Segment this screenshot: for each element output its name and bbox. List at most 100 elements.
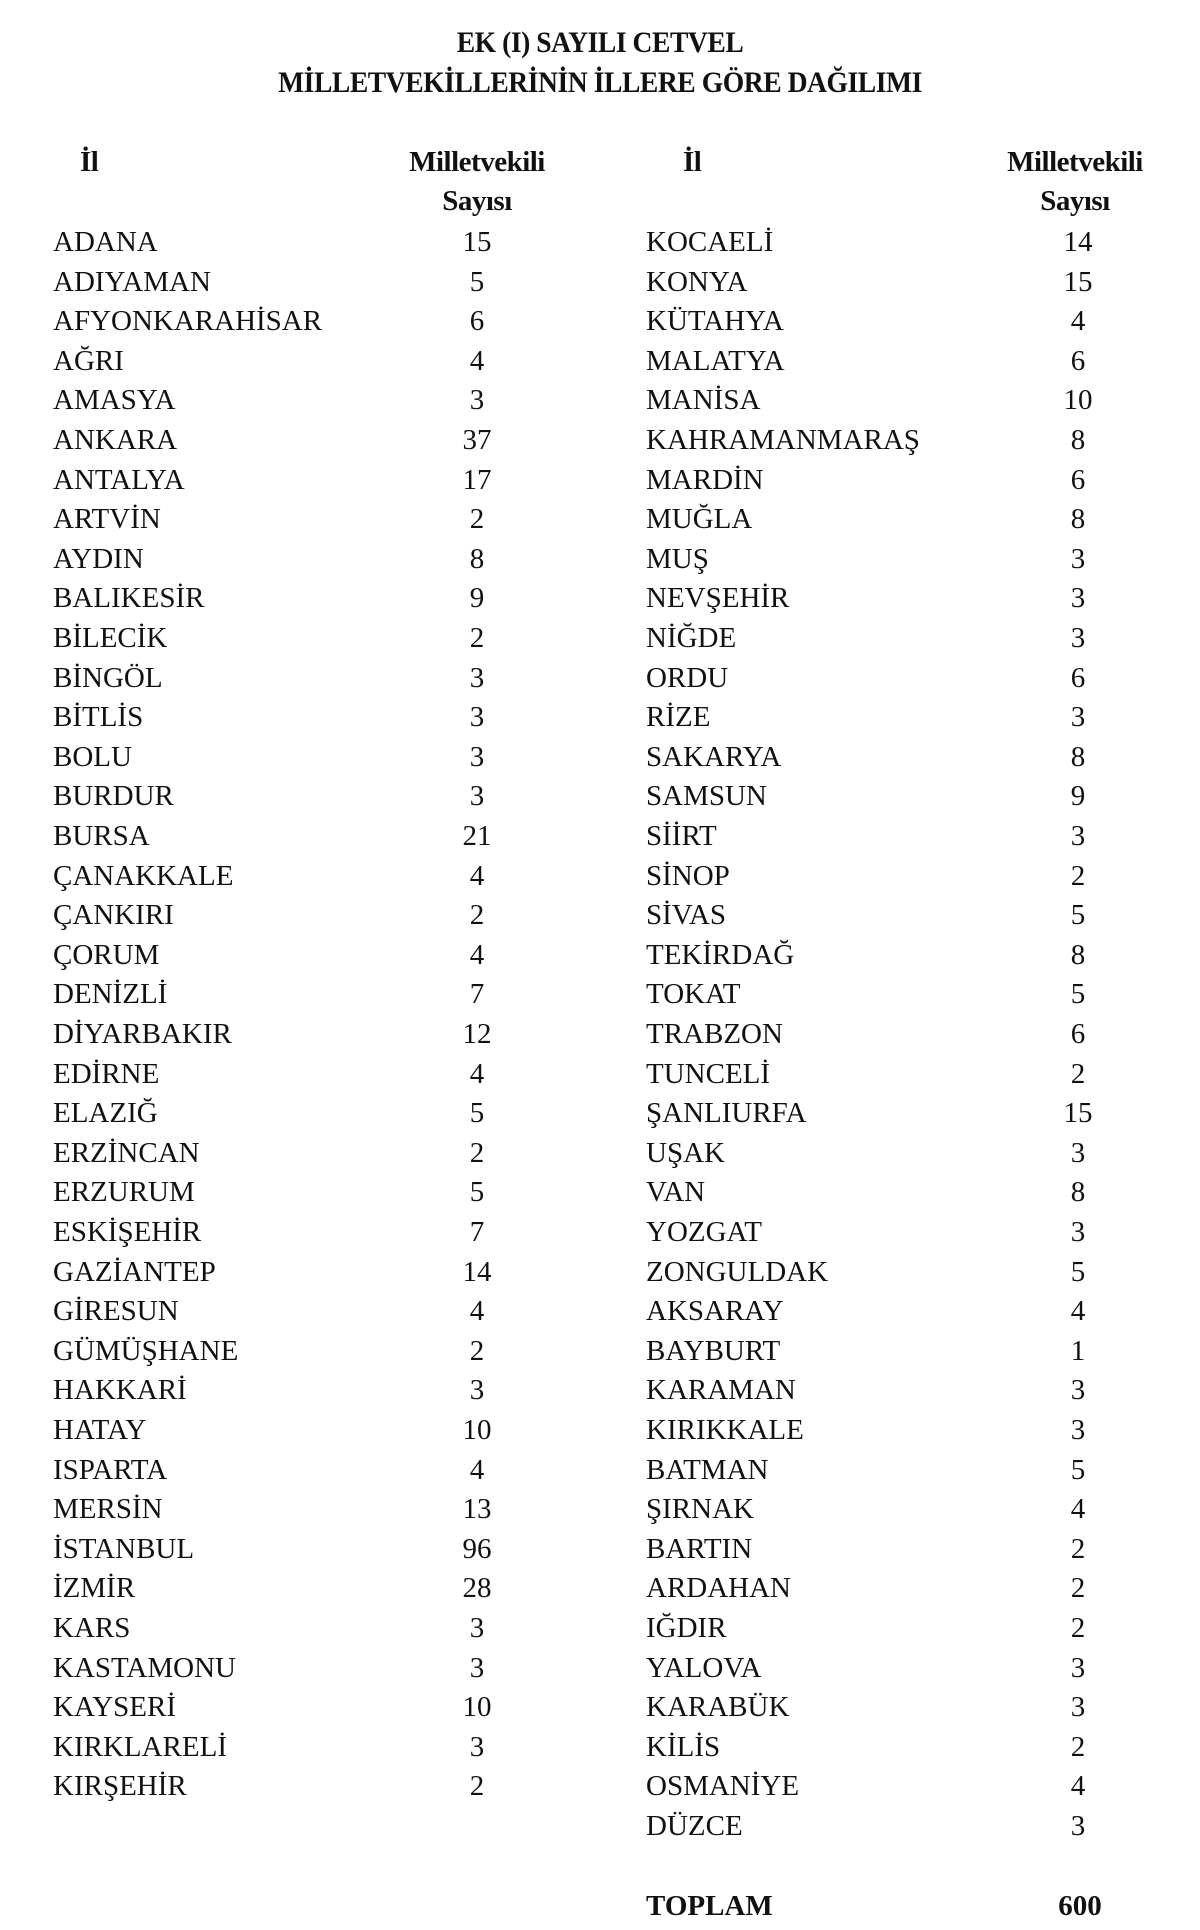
province-name: KARS bbox=[53, 1612, 131, 1644]
document-subtitle: MİLLETVEKİLLERİNİN İLLERE GÖRE DAĞILIMI bbox=[278, 66, 922, 99]
deputy-count: 3 bbox=[1070, 622, 1086, 654]
province-name: ŞANLIURFA bbox=[646, 1097, 807, 1130]
province-name: KASTAMONU bbox=[53, 1651, 236, 1684]
province-name: TOKAT bbox=[646, 978, 741, 1011]
province-name: IĞDIR bbox=[646, 1612, 727, 1644]
deputy-count: 17 bbox=[462, 463, 492, 496]
header-province-right: İl bbox=[683, 146, 702, 178]
deputy-count: 4 bbox=[469, 1453, 485, 1486]
province-name: SAKARYA bbox=[646, 740, 782, 773]
deputy-count: 3 bbox=[1070, 1691, 1086, 1724]
province-name: ADANA bbox=[53, 226, 158, 258]
deputy-count: 4 bbox=[1070, 1295, 1086, 1328]
province-name: BATMAN bbox=[646, 1453, 769, 1486]
deputy-count: 2 bbox=[469, 1770, 485, 1803]
deputy-count: 5 bbox=[469, 1176, 485, 1209]
province-name: MUŞ bbox=[646, 542, 709, 575]
deputy-count: 3 bbox=[1070, 1216, 1086, 1248]
province-name: MARDİN bbox=[646, 463, 764, 496]
deputy-count: 4 bbox=[469, 344, 485, 377]
deputy-count: 2 bbox=[469, 1334, 485, 1367]
province-name: ŞIRNAK bbox=[646, 1493, 754, 1526]
header-province-left: İl bbox=[80, 146, 99, 178]
province-name: DÜZCE bbox=[646, 1810, 743, 1842]
province-name: MANİSA bbox=[646, 384, 761, 417]
deputy-count: 10 bbox=[1063, 384, 1093, 417]
header-count-right-line2: Sayısı bbox=[1040, 185, 1110, 217]
deputy-count: 9 bbox=[1070, 780, 1086, 813]
deputy-count: 2 bbox=[1070, 1730, 1086, 1763]
deputy-count: 37 bbox=[462, 424, 492, 456]
province-name: SAMSUN bbox=[646, 780, 767, 813]
deputy-count: 5 bbox=[1070, 1453, 1086, 1486]
province-name: DENİZLİ bbox=[53, 978, 168, 1011]
province-name: SİVAS bbox=[646, 899, 727, 932]
deputy-count: 4 bbox=[1070, 1493, 1086, 1526]
deputy-count: 2 bbox=[1070, 1532, 1086, 1565]
province-name: KARAMAN bbox=[646, 1374, 796, 1407]
province-name: ZONGULDAK bbox=[646, 1255, 829, 1288]
deputy-count: 3 bbox=[469, 1651, 485, 1684]
header-count-left-line2: Sayısı bbox=[442, 185, 512, 217]
deputy-count: 21 bbox=[462, 820, 492, 852]
province-name: UŞAK bbox=[646, 1136, 725, 1169]
document-title: EK (I) SAYILI CETVEL bbox=[456, 26, 744, 59]
deputy-count: 3 bbox=[469, 780, 485, 813]
deputy-count: 5 bbox=[1070, 899, 1086, 932]
deputy-count: 5 bbox=[1070, 1255, 1086, 1288]
deputy-count: 3 bbox=[1070, 1810, 1086, 1842]
province-name: ÇANAKKALE bbox=[53, 859, 234, 892]
province-name: MUĞLA bbox=[646, 503, 753, 536]
deputy-count: 7 bbox=[469, 978, 485, 1011]
deputy-count: 15 bbox=[1063, 1097, 1093, 1130]
deputy-count: 28 bbox=[462, 1572, 492, 1605]
deputy-count: 3 bbox=[1070, 582, 1086, 615]
province-name: EDİRNE bbox=[53, 1057, 160, 1090]
deputy-count: 10 bbox=[462, 1691, 492, 1724]
province-name: GAZİANTEP bbox=[53, 1255, 216, 1288]
deputy-count: 2 bbox=[469, 1136, 485, 1169]
province-name: HATAY bbox=[53, 1414, 147, 1446]
province-name: ADIYAMAN bbox=[53, 265, 211, 298]
deputy-count: 8 bbox=[469, 542, 485, 575]
deputy-count: 4 bbox=[469, 1295, 485, 1328]
deputy-count: 6 bbox=[1070, 1018, 1086, 1050]
province-name: İSTANBUL bbox=[53, 1532, 195, 1565]
total-value: 600 bbox=[1058, 1890, 1102, 1922]
deputy-count: 6 bbox=[1070, 463, 1086, 496]
deputy-count: 8 bbox=[1070, 938, 1086, 971]
province-name: ERZURUM bbox=[53, 1176, 195, 1209]
total-label: TOPLAM bbox=[646, 1890, 773, 1922]
deputy-count: 3 bbox=[1070, 1651, 1086, 1684]
province-name: GİRESUN bbox=[53, 1295, 179, 1328]
deputy-count: 4 bbox=[469, 1057, 485, 1090]
deputy-count: 5 bbox=[469, 265, 485, 298]
province-name: BOLU bbox=[53, 740, 132, 773]
province-name: KOCAELİ bbox=[646, 226, 774, 258]
deputy-count: 3 bbox=[1070, 1374, 1086, 1407]
province-name: KARABÜK bbox=[646, 1691, 790, 1724]
province-name: RİZE bbox=[646, 701, 711, 734]
deputy-count: 3 bbox=[469, 384, 485, 417]
province-name: KIRKLARELİ bbox=[53, 1730, 227, 1763]
deputy-count: 2 bbox=[1070, 1057, 1086, 1090]
deputy-count: 3 bbox=[1070, 701, 1086, 734]
deputy-count: 14 bbox=[462, 1255, 492, 1288]
deputy-count: 2 bbox=[1070, 859, 1086, 892]
province-name: AYDIN bbox=[53, 542, 144, 575]
province-name: NEVŞEHİR bbox=[646, 582, 790, 615]
deputy-count: 5 bbox=[469, 1097, 485, 1130]
deputy-count: 8 bbox=[1070, 740, 1086, 773]
province-name: BAYBURT bbox=[646, 1334, 781, 1367]
deputy-count: 8 bbox=[1070, 1176, 1086, 1209]
deputy-count: 8 bbox=[1070, 424, 1086, 456]
province-name: ÇORUM bbox=[53, 938, 160, 971]
province-name: TRABZON bbox=[646, 1018, 783, 1050]
deputy-count: 4 bbox=[469, 859, 485, 892]
province-name: BALIKESİR bbox=[53, 582, 205, 615]
deputy-count: 6 bbox=[1070, 661, 1086, 694]
deputy-count: 14 bbox=[1063, 226, 1093, 258]
deputy-count: 2 bbox=[469, 899, 485, 932]
deputy-count: 6 bbox=[469, 305, 485, 338]
province-name: MERSİN bbox=[53, 1493, 163, 1526]
